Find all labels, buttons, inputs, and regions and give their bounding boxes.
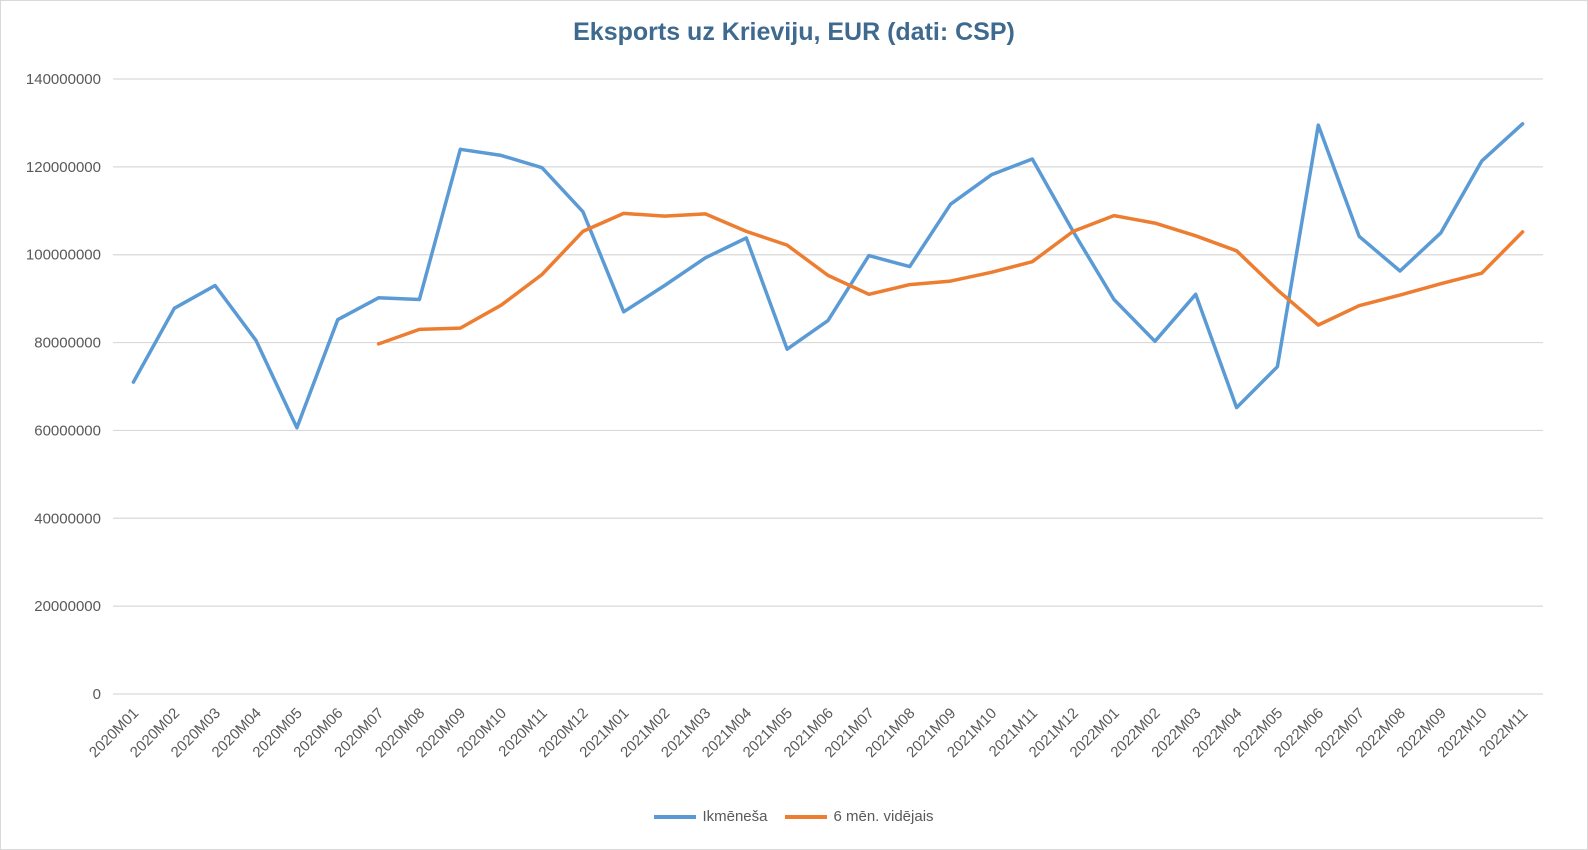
y-tick-label: 60000000: [34, 422, 101, 439]
chart-title: Eksports uz Krieviju, EUR (dati: CSP): [573, 18, 1015, 46]
y-tick-label: 100000000: [26, 247, 101, 264]
legend-swatch-moving-average: [785, 814, 828, 819]
y-tick-label: 0: [93, 686, 101, 703]
x-axis-ticks: 2020M012020M022020M032020M042020M052020M…: [86, 705, 1531, 761]
y-axis-ticks: 0 20000000 40000000 60000000 80000000 1000000…: [26, 71, 101, 703]
series-line-monthly: [131, 122, 1525, 430]
legend-label-monthly: Ikmēneša: [702, 808, 768, 825]
legend-swatch-monthly: [654, 814, 697, 819]
series-lines: [131, 122, 1525, 430]
y-tick-label: 140000000: [26, 71, 101, 88]
y-tick-label: 80000000: [34, 335, 101, 352]
y-tick-label: 20000000: [34, 598, 101, 615]
y-tick-label: 40000000: [34, 510, 101, 527]
legend: Ikmēneša 6 mēn. vidējais: [0, 808, 1588, 825]
legend-label-moving-average: 6 mēn. vidējais: [833, 808, 934, 825]
series-line-moving-average: [376, 211, 1525, 346]
grid-lines: [113, 78, 1543, 695]
legend-item-moving-average[interactable]: 6 mēn. vidējais: [785, 808, 934, 825]
y-tick-label: 120000000: [26, 159, 101, 176]
legend-item-monthly[interactable]: Ikmēneša: [654, 808, 767, 825]
